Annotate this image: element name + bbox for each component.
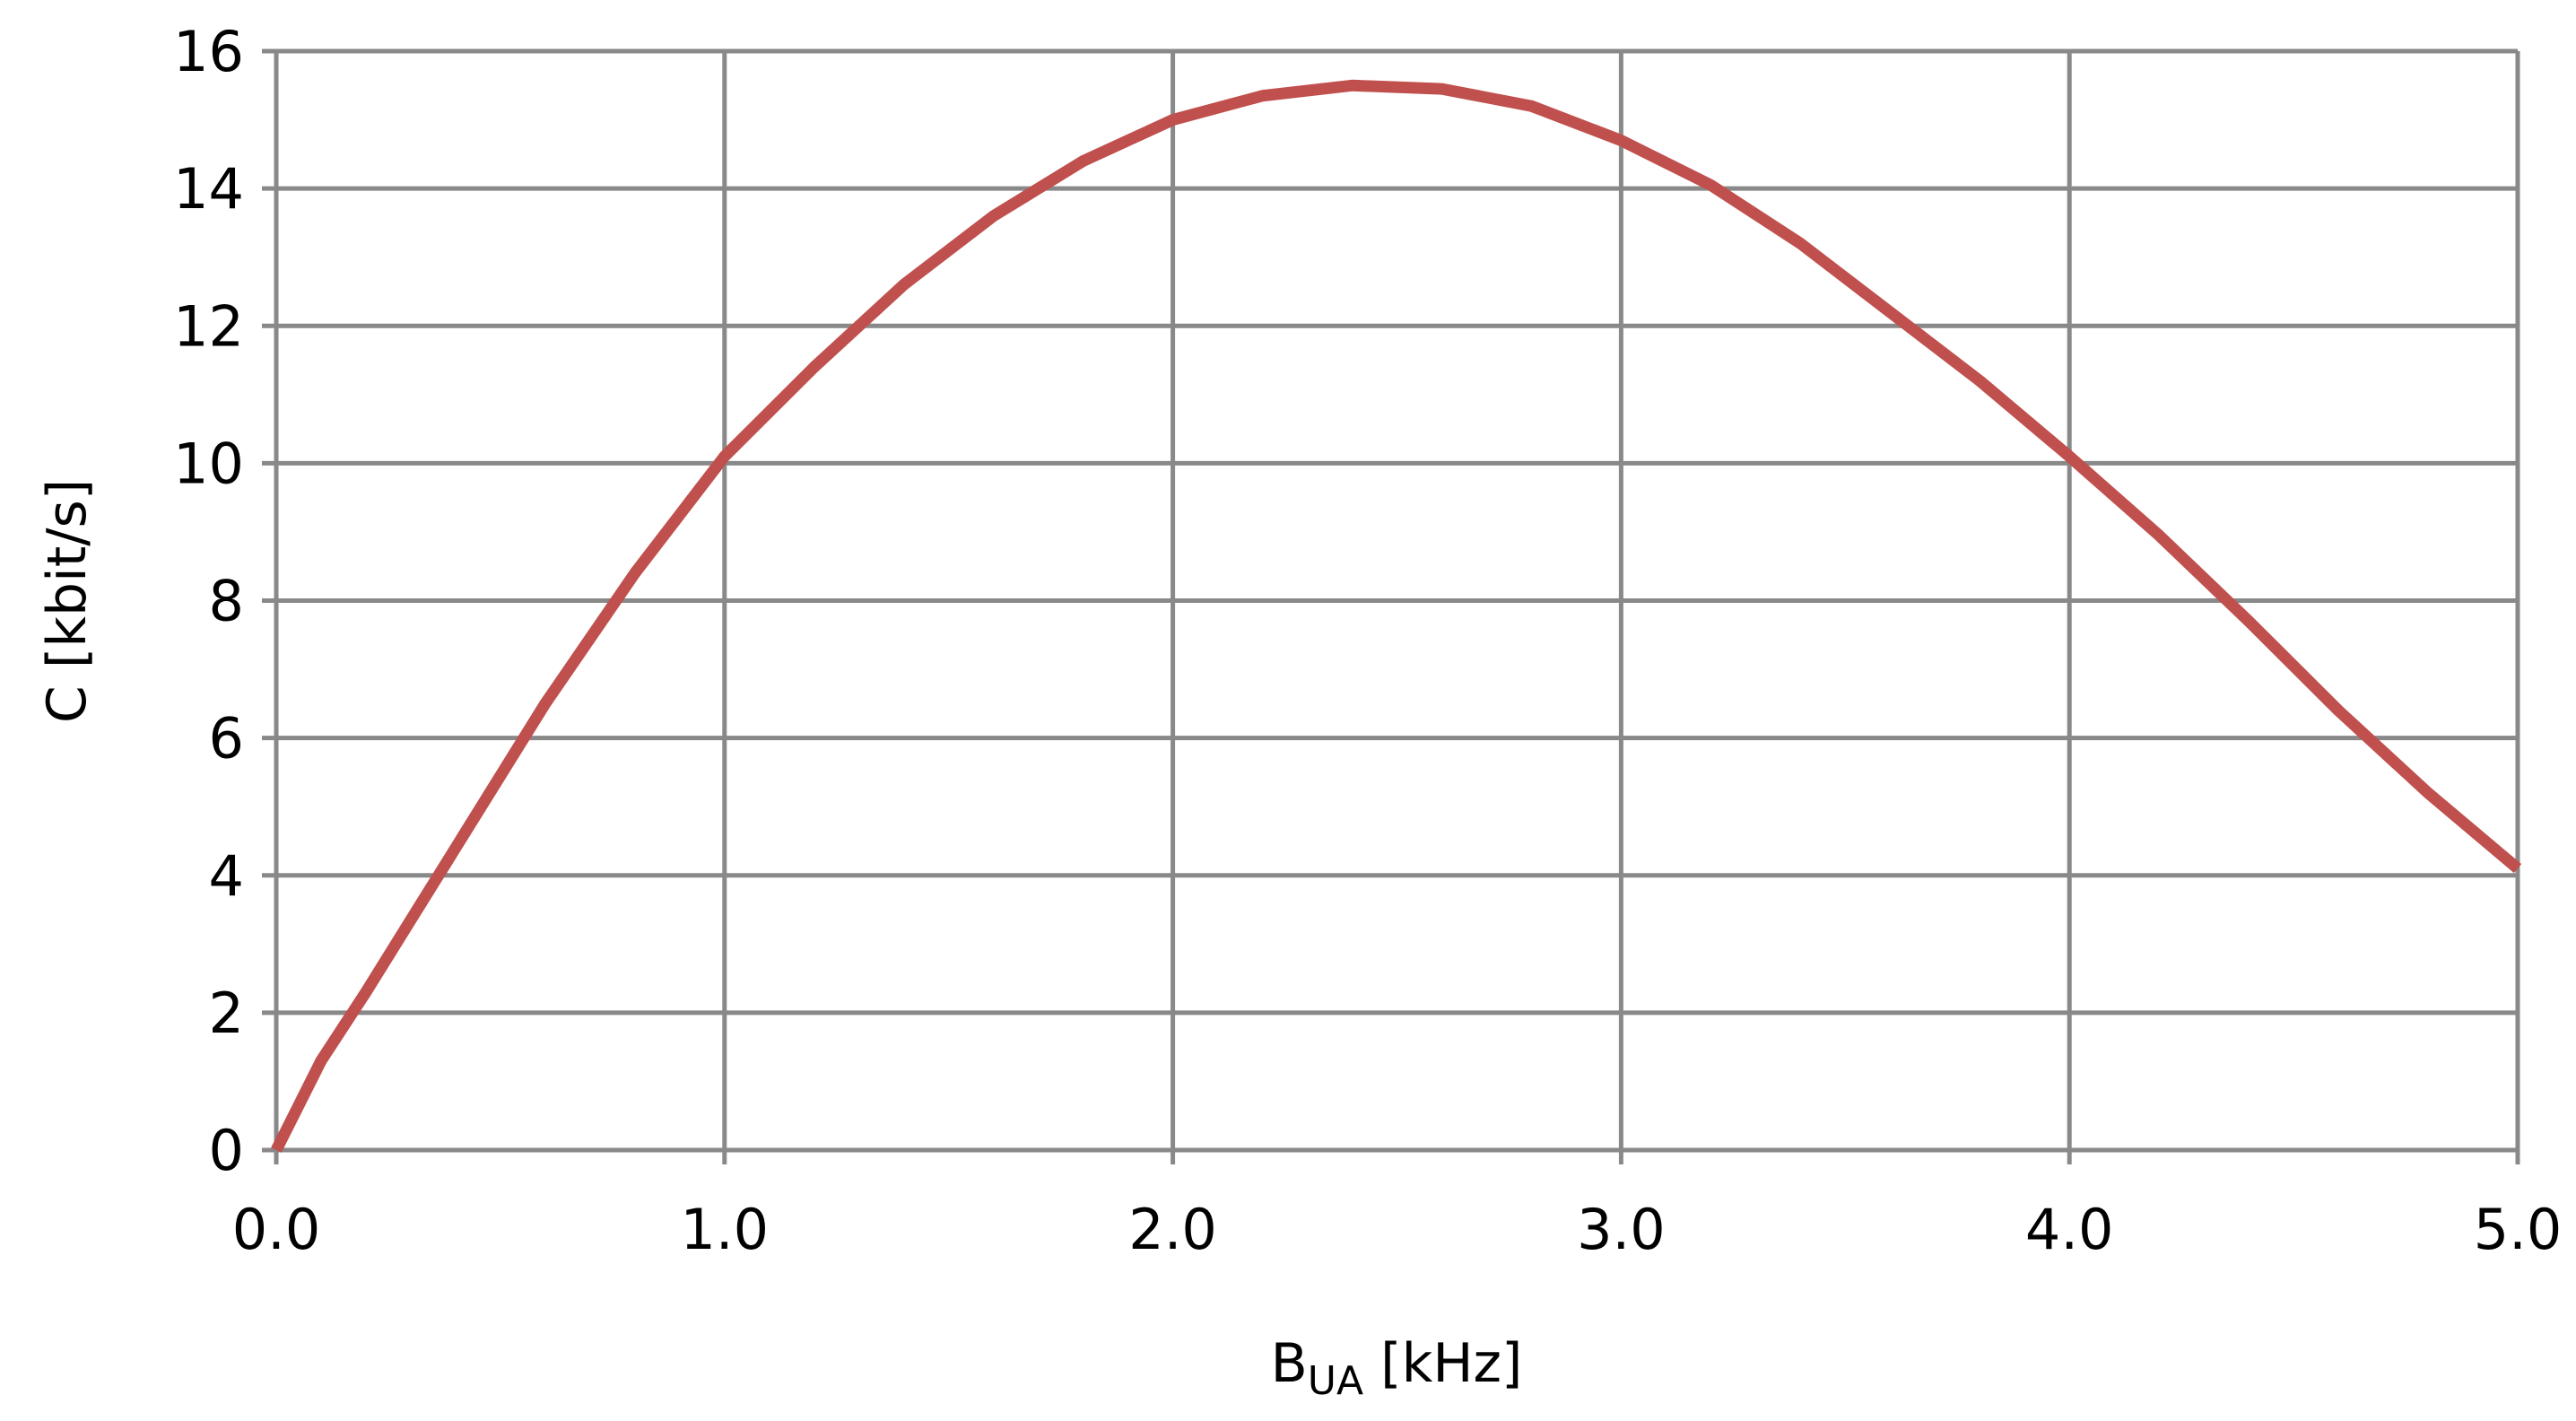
y-tick-label: 16 — [173, 19, 244, 84]
y-tick-label: 2 — [209, 981, 244, 1046]
x-axis-title-main: B — [1271, 1332, 1308, 1395]
y-tick-label: 14 — [173, 156, 244, 222]
y-axis-title: C [kbit/s] — [36, 479, 99, 723]
y-tick-label: 10 — [173, 431, 244, 496]
y-tick-label: 0 — [209, 1118, 244, 1183]
y-tick-label: 6 — [209, 706, 244, 772]
x-tick-label: 1.0 — [680, 1197, 769, 1262]
x-tick-label: 2.0 — [1128, 1197, 1217, 1262]
data-line — [271, 79, 2522, 1153]
y-tick-label: 8 — [209, 569, 244, 634]
x-axis-title-sub: UA — [1308, 1358, 1363, 1404]
y-tick-label: 4 — [209, 843, 244, 909]
y-tick-label: 12 — [173, 293, 244, 359]
x-axis-title-rest: [kHz] — [1363, 1332, 1522, 1395]
x-tick-label: 5.0 — [2474, 1197, 2563, 1262]
x-tick-label: 3.0 — [1577, 1197, 1666, 1262]
x-tick-label: 0.0 — [232, 1197, 321, 1262]
x-tick-label: 4.0 — [2025, 1197, 2114, 1262]
x-axis-title: BUA [kHz] — [1271, 1332, 1523, 1404]
